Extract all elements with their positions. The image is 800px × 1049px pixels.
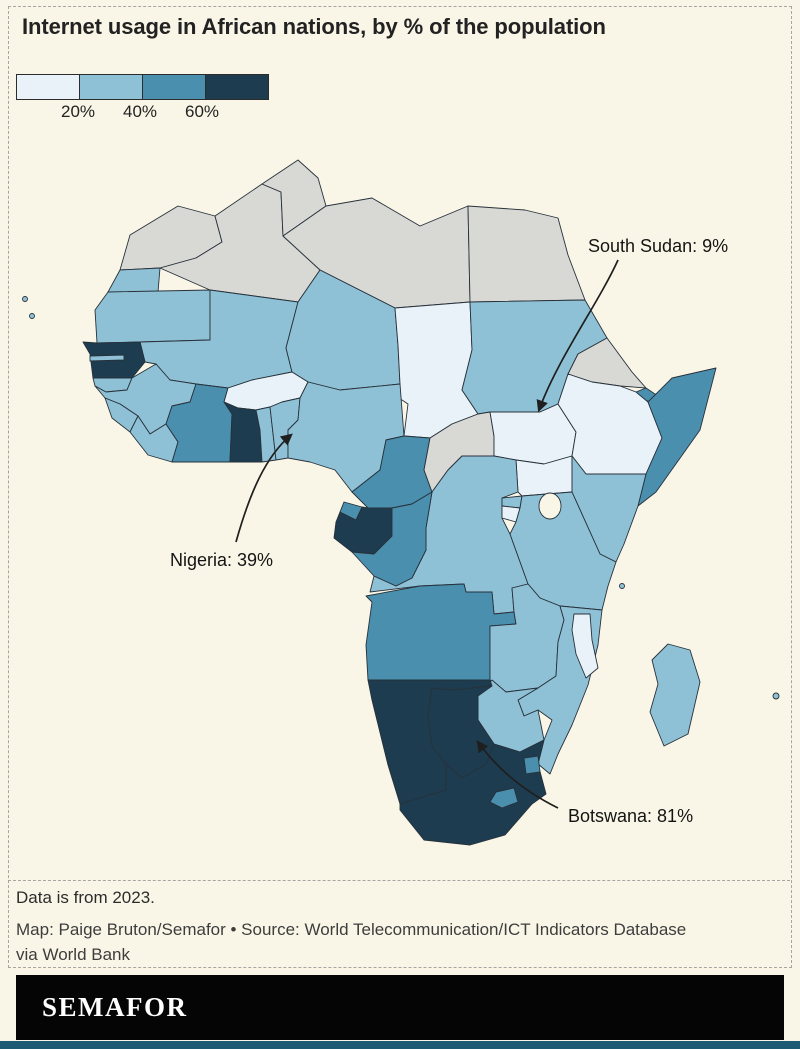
country-mauritania — [94, 289, 211, 344]
annotation-arrow-nigeria — [235, 433, 293, 543]
legend-swatch-20-40 — [79, 74, 143, 100]
legend-swatch-under-20 — [16, 74, 80, 100]
island-zanzibar — [619, 583, 625, 589]
legend-tick-40: 40% — [122, 102, 158, 121]
annotation-arrow-botswana — [476, 740, 559, 809]
data-year-note: Data is from 2023. — [16, 888, 155, 907]
map-svg — [22, 159, 780, 846]
country-chad — [389, 301, 479, 439]
country-south-africa — [399, 739, 547, 846]
legend-tick-20: 20% — [60, 102, 96, 121]
legend-swatch-over-60 — [205, 74, 269, 100]
page-title: Internet usage in African nations, by % … — [22, 14, 606, 39]
country-south-sudan — [489, 403, 577, 465]
country-western-sahara — [107, 267, 161, 293]
country-congo — [351, 491, 433, 587]
footer-divider — [8, 880, 790, 881]
country-egypt — [467, 205, 586, 303]
legend-swatch-40-60 — [142, 74, 206, 100]
country-equatorial-guinea — [339, 501, 363, 521]
lake-victoria — [538, 492, 562, 520]
annotation-arrow-south-sudan — [536, 259, 619, 413]
annotation-label-nigeria: Nigeria: 39% — [170, 550, 274, 570]
annotation-label-botswana: Botswana: 81% — [568, 806, 694, 826]
country-malawi — [571, 613, 599, 679]
source-credit-line1: Map: Paige Bruton/Semafor • Source: Worl… — [16, 920, 687, 939]
legend-tick-60: 60% — [184, 102, 220, 121]
country-lesotho — [489, 787, 519, 809]
legend-ticks: 20% 40% 60% — [16, 102, 316, 122]
source-credit-line2: via World Bank — [16, 944, 131, 964]
source-credit: Map: Paige Bruton/Semafor • Source: Worl… — [16, 918, 686, 967]
legend: 20% 40% 60% — [16, 74, 316, 124]
accent-strip — [0, 1041, 800, 1049]
semafor-logo: SEMAFOR — [42, 992, 188, 1022]
annotation-label-south-sudan: South Sudan: 9% — [588, 236, 729, 256]
country-somalia — [637, 367, 717, 507]
country-gambia — [89, 354, 125, 362]
country-madagascar — [649, 643, 701, 747]
island-cape-verde — [22, 296, 28, 302]
africa-choropleth-map — [0, 140, 800, 885]
island-mauritius — [772, 692, 780, 700]
country-eswatini — [523, 755, 541, 775]
island-cape-verde — [29, 313, 35, 319]
logo-bar: SEMAFOR — [16, 975, 784, 1040]
legend-swatches — [16, 74, 316, 100]
